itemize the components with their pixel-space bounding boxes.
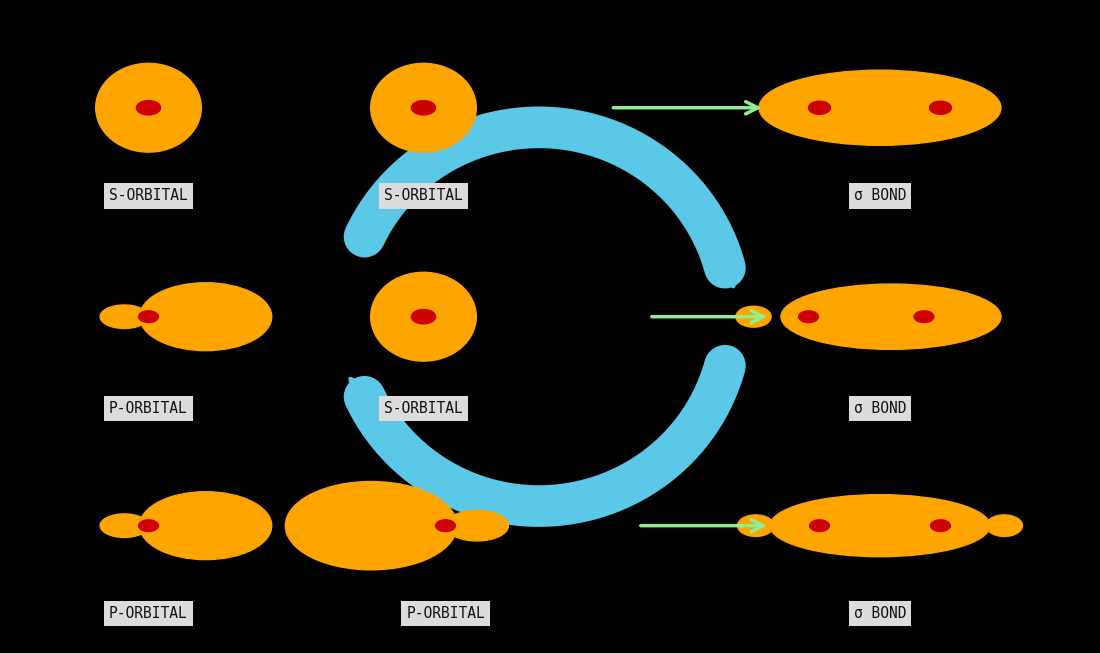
Circle shape: [810, 520, 829, 532]
Circle shape: [799, 311, 818, 323]
Circle shape: [436, 520, 455, 532]
Ellipse shape: [285, 481, 456, 570]
Text: S-ORBITAL: S-ORBITAL: [384, 189, 463, 203]
Circle shape: [930, 101, 952, 114]
Ellipse shape: [140, 283, 272, 351]
Circle shape: [411, 101, 436, 115]
Text: σ BOND: σ BOND: [854, 401, 906, 415]
Text: P-ORBITAL: P-ORBITAL: [109, 401, 188, 415]
Circle shape: [808, 101, 830, 114]
Text: σ BOND: σ BOND: [854, 189, 906, 203]
Circle shape: [136, 101, 161, 115]
Ellipse shape: [371, 63, 476, 152]
Ellipse shape: [100, 305, 148, 328]
Text: P-ORBITAL: P-ORBITAL: [406, 607, 485, 621]
Ellipse shape: [371, 272, 476, 361]
Text: S-ORBITAL: S-ORBITAL: [109, 189, 188, 203]
Circle shape: [139, 520, 158, 532]
Ellipse shape: [770, 495, 990, 556]
Ellipse shape: [738, 515, 774, 537]
Circle shape: [931, 520, 950, 532]
Circle shape: [139, 311, 158, 323]
Ellipse shape: [140, 492, 272, 560]
Circle shape: [914, 311, 934, 323]
Text: P-ORBITAL: P-ORBITAL: [109, 607, 188, 621]
Ellipse shape: [781, 284, 1001, 349]
Text: S-ORBITAL: S-ORBITAL: [384, 401, 463, 415]
Ellipse shape: [446, 511, 508, 541]
Ellipse shape: [736, 306, 771, 327]
Ellipse shape: [96, 63, 201, 152]
Ellipse shape: [759, 70, 1001, 146]
Ellipse shape: [987, 515, 1023, 537]
Text: σ BOND: σ BOND: [854, 607, 906, 621]
Ellipse shape: [100, 514, 148, 537]
Circle shape: [411, 310, 436, 324]
